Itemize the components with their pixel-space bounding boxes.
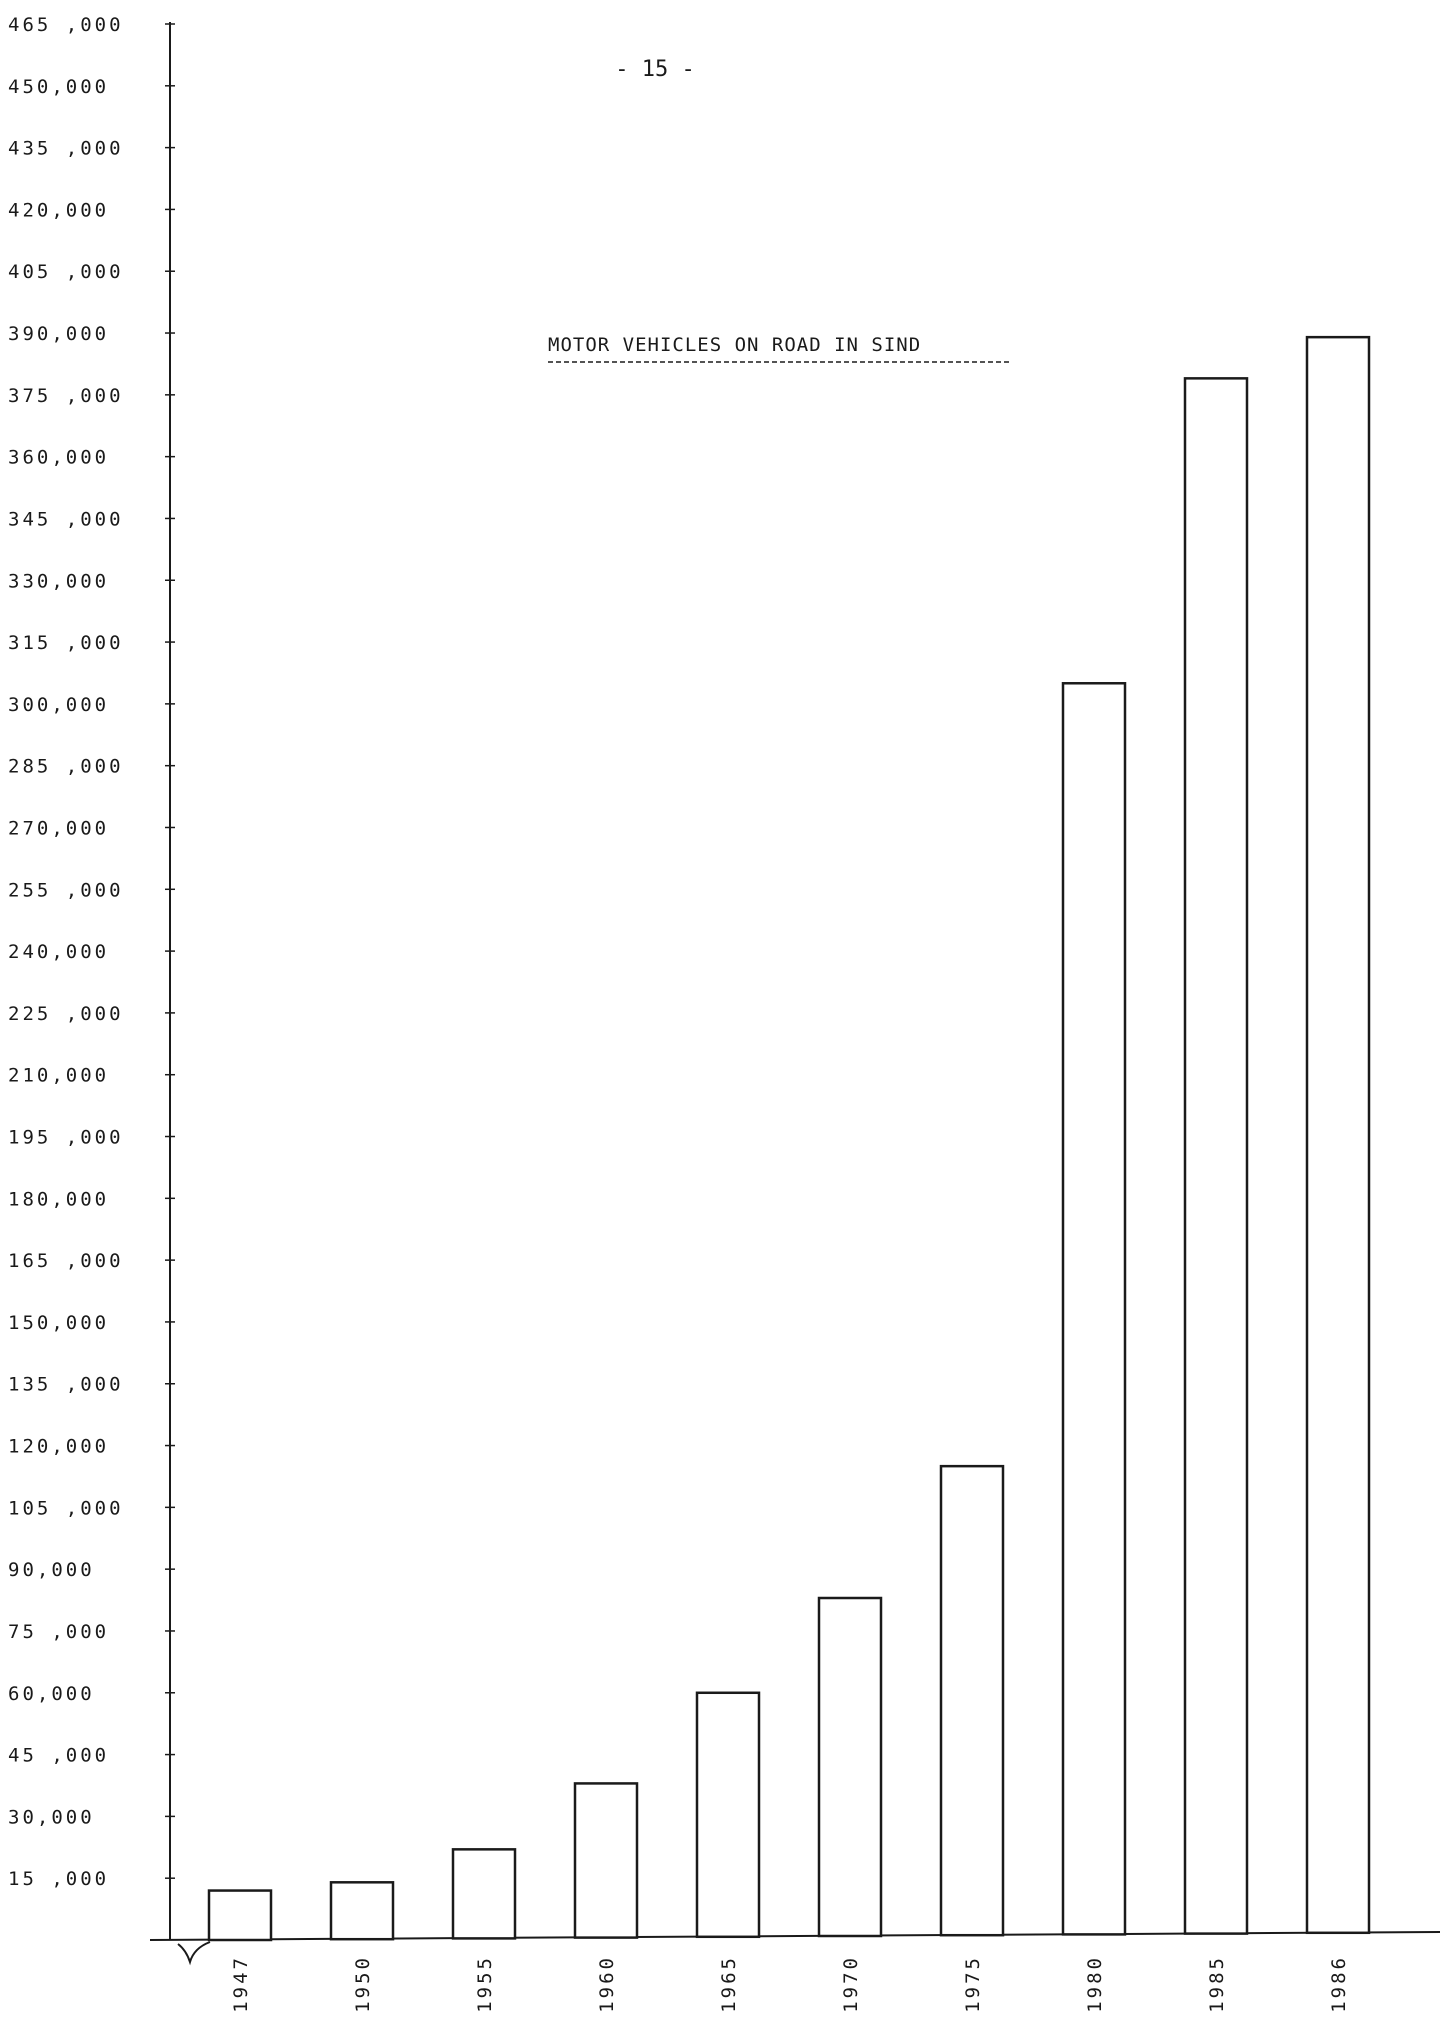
x-tick-label-1950: 1950 xyxy=(352,1955,374,2013)
y-tick-label: 345 ,000 xyxy=(8,508,124,530)
bar-1970 xyxy=(817,1596,883,1938)
y-tick-label: 240,000 xyxy=(8,941,109,963)
y-tick-label: 375 ,000 xyxy=(8,385,124,407)
x-tick-label-1986: 1986 xyxy=(1328,1955,1350,2013)
y-tick-label: 390,000 xyxy=(8,323,109,345)
y-tick-label: 450,000 xyxy=(8,76,109,98)
bars xyxy=(207,335,1371,1942)
bar-1986 xyxy=(1305,335,1371,1935)
bar-1965 xyxy=(695,1691,761,1939)
y-tick-label: 405 ,000 xyxy=(8,261,124,283)
y-tick-label: 105 ,000 xyxy=(8,1497,124,1519)
y-tick-label: 435 ,000 xyxy=(8,138,124,160)
y-tick-label: 150,000 xyxy=(8,1312,109,1334)
y-tick-label: 135 ,000 xyxy=(8,1374,124,1396)
x-tick-label-1960: 1960 xyxy=(596,1955,618,2013)
y-tick-label: 90,000 xyxy=(8,1559,95,1581)
bar-1975 xyxy=(939,1464,1005,1937)
page-number: - 15 - xyxy=(615,57,694,82)
y-tick-label: 285 ,000 xyxy=(8,756,124,778)
x-tick-label-1965: 1965 xyxy=(718,1955,740,2013)
bar-1947 xyxy=(207,1889,273,1942)
chart-title: MOTOR VEHICLES ON ROAD IN SIND xyxy=(548,334,1011,363)
y-tick-label: 315 ,000 xyxy=(8,632,124,654)
y-tick-label: 45 ,000 xyxy=(8,1745,109,1767)
x-tick-label-1980: 1980 xyxy=(1084,1955,1106,2013)
x-tick-label-1955: 1955 xyxy=(474,1955,496,2013)
category-labels: 1947 1950 1955 1960 1965 1970 1975 1980 1985 1986 xyxy=(230,1955,1350,2013)
x-tick-label-1970: 1970 xyxy=(840,1955,862,2013)
y-tick-label: 225 ,000 xyxy=(8,1003,124,1025)
y-tick-label: 15 ,000 xyxy=(8,1868,109,1890)
bar-1960 xyxy=(573,1782,639,1939)
y-tick-label: 75 ,000 xyxy=(8,1621,109,1643)
y-tick-label: 165 ,000 xyxy=(8,1250,124,1272)
x-tick-label-1975: 1975 xyxy=(962,1955,984,2013)
bar-1955 xyxy=(451,1848,517,1940)
x-tick-label-1947: 1947 xyxy=(230,1955,252,2013)
y-tick-label: 420,000 xyxy=(8,199,109,221)
y-tick-label: 300,000 xyxy=(8,694,109,716)
x-tick-label-1985: 1985 xyxy=(1206,1955,1228,2013)
y-tick-label: 465 ,000 xyxy=(8,14,124,36)
bar-1985 xyxy=(1183,377,1249,1935)
y-tick-label: 210,000 xyxy=(8,1065,109,1087)
y-tick-label: 330,000 xyxy=(8,570,109,592)
chart-title-text: MOTOR VEHICLES ON ROAD IN SIND xyxy=(548,334,921,356)
bar-1980 xyxy=(1061,682,1127,1936)
bar-1950 xyxy=(329,1881,395,1941)
y-tick-label: 360,000 xyxy=(8,447,109,469)
y-tick-label: 60,000 xyxy=(8,1683,95,1705)
y-tick-label: 195 ,000 xyxy=(8,1127,124,1149)
y-tick-label: 255 ,000 xyxy=(8,879,124,901)
y-tick-label: 270,000 xyxy=(8,817,109,839)
y-tick-label: 180,000 xyxy=(8,1188,109,1210)
y-tick-label: 30,000 xyxy=(8,1806,95,1828)
y-tick-label: 120,000 xyxy=(8,1436,109,1458)
axis-origin-break xyxy=(177,1941,211,1966)
y-axis: 15 ,000 30,000 45 ,000 60,000 75 ,000 90,000 1… xyxy=(8,14,175,1940)
